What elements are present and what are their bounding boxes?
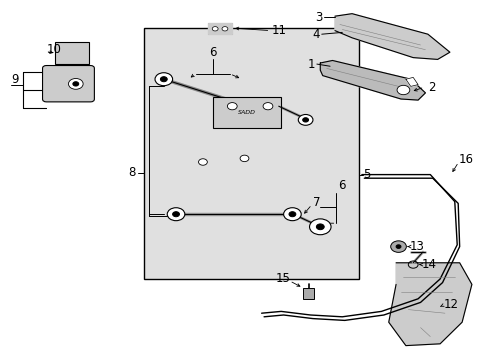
Text: 6: 6: [208, 46, 216, 59]
Text: 5: 5: [362, 168, 369, 181]
Text: 7: 7: [312, 196, 320, 209]
Circle shape: [160, 77, 167, 82]
Circle shape: [390, 241, 406, 252]
Text: 2: 2: [427, 81, 434, 94]
FancyBboxPatch shape: [212, 97, 281, 128]
Circle shape: [263, 103, 272, 110]
Text: 6: 6: [338, 179, 345, 192]
Circle shape: [283, 208, 301, 221]
Text: 4: 4: [312, 28, 320, 41]
Circle shape: [198, 159, 207, 165]
Circle shape: [288, 212, 295, 217]
Circle shape: [396, 85, 409, 95]
Circle shape: [68, 78, 83, 89]
Circle shape: [73, 82, 79, 86]
Polygon shape: [320, 60, 425, 100]
Text: 8: 8: [128, 166, 136, 179]
Circle shape: [167, 208, 184, 221]
Text: 1: 1: [307, 58, 315, 71]
Text: 16: 16: [458, 153, 473, 166]
Text: SADD: SADD: [238, 110, 255, 115]
Text: 9: 9: [11, 73, 18, 86]
Circle shape: [155, 73, 172, 86]
Text: 15: 15: [275, 273, 290, 285]
Circle shape: [316, 224, 324, 230]
Circle shape: [227, 103, 237, 110]
Text: 11: 11: [271, 24, 286, 37]
Polygon shape: [334, 14, 449, 59]
Circle shape: [172, 212, 179, 217]
Circle shape: [298, 114, 312, 125]
Polygon shape: [388, 263, 471, 346]
Text: 12: 12: [443, 298, 458, 311]
Bar: [144, 28, 359, 279]
FancyBboxPatch shape: [55, 42, 89, 64]
Text: 13: 13: [408, 240, 423, 253]
Circle shape: [395, 245, 400, 248]
Circle shape: [302, 118, 308, 122]
Circle shape: [240, 155, 248, 162]
Circle shape: [222, 27, 227, 31]
Circle shape: [212, 27, 218, 31]
Text: 3: 3: [315, 11, 322, 24]
Circle shape: [309, 219, 330, 235]
Text: 14: 14: [421, 258, 436, 271]
Polygon shape: [405, 77, 417, 86]
Polygon shape: [207, 23, 232, 34]
Bar: [303, 288, 313, 299]
Text: 10: 10: [46, 43, 61, 56]
FancyBboxPatch shape: [42, 66, 94, 102]
